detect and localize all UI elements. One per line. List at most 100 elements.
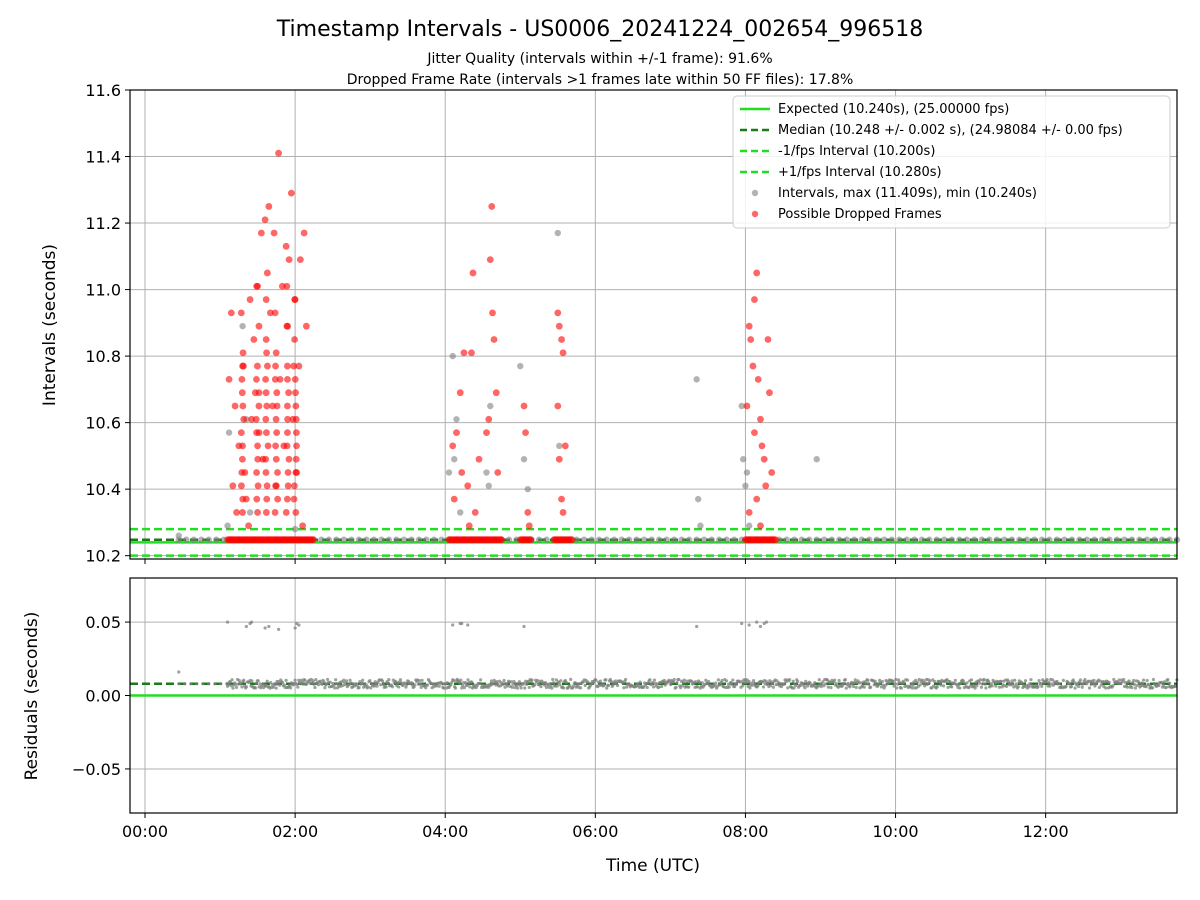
dropped-frame-point xyxy=(293,442,300,450)
residual-point xyxy=(322,680,326,684)
residuals-x-tick-label: 08:00 xyxy=(722,822,768,841)
dropped-frame-point xyxy=(262,336,270,343)
residual-point xyxy=(720,678,724,683)
legend-swatch-intervals xyxy=(751,189,759,197)
residuals-x-tick-label: 00:00 xyxy=(122,822,168,841)
residual-point xyxy=(369,686,373,690)
interval-point xyxy=(851,536,858,543)
residual-point xyxy=(278,683,282,687)
dropped-frame-point xyxy=(475,455,483,463)
dropped-frame-point xyxy=(299,522,307,530)
dropped-frame-point xyxy=(253,469,260,476)
residual-point xyxy=(843,678,848,682)
dropped-frame-point xyxy=(284,375,291,383)
dropped-frame-point xyxy=(772,536,779,544)
residual-point xyxy=(442,686,446,690)
residual-point xyxy=(451,623,455,627)
interval-point xyxy=(888,536,895,543)
residual-point xyxy=(1122,677,1126,682)
residual-point xyxy=(887,681,891,685)
dropped-frame-point xyxy=(285,256,293,264)
interval-point xyxy=(318,536,325,543)
residual-point xyxy=(833,678,837,682)
residual-point xyxy=(289,686,293,690)
dropped-frame-point xyxy=(238,375,246,383)
interval-point xyxy=(678,536,685,543)
dropped-frame-point xyxy=(250,336,258,343)
residual-point xyxy=(466,623,470,627)
residual-point xyxy=(844,686,848,690)
dropped-frame-point xyxy=(469,269,477,277)
residual-point xyxy=(1027,685,1031,689)
residual-point xyxy=(524,682,529,686)
residual-point xyxy=(727,685,731,689)
dropped-frame-point xyxy=(483,429,490,437)
interval-point xyxy=(408,536,415,543)
dropped-frame-point xyxy=(263,482,271,490)
residual-point xyxy=(533,683,537,687)
residual-point xyxy=(674,685,678,689)
dropped-frame-point xyxy=(253,375,260,383)
residual-point xyxy=(1135,683,1139,688)
interval-point xyxy=(603,536,610,543)
interval-point xyxy=(739,456,747,463)
dropped-frame-point xyxy=(291,482,298,490)
residual-point xyxy=(244,624,248,629)
residual-point xyxy=(866,678,870,683)
chart-subtitle-dropped: Dropped Frame Rate (intervals >1 frames … xyxy=(347,72,854,88)
dropped-frame-point xyxy=(757,415,764,423)
residual-point xyxy=(660,684,664,689)
residual-point xyxy=(263,626,267,630)
residual-point xyxy=(544,685,548,689)
residual-point xyxy=(1145,678,1149,683)
interval-point xyxy=(393,536,400,543)
dropped-frame-point xyxy=(490,336,498,343)
residual-point xyxy=(852,680,857,685)
residual-point xyxy=(254,681,258,686)
dropped-frame-point xyxy=(292,509,300,516)
residual-point xyxy=(274,686,278,690)
dropped-frame-point xyxy=(309,536,317,544)
dropped-frame-point xyxy=(239,349,247,357)
residual-point xyxy=(440,682,444,686)
residual-point xyxy=(642,685,646,689)
residual-point xyxy=(829,686,833,690)
legend-label-intervals: Intervals, max (11.409s), min (10.240s) xyxy=(778,186,1037,201)
residual-point xyxy=(731,678,735,682)
interval-point xyxy=(1001,536,1008,543)
interval-point xyxy=(700,536,708,543)
dropped-frame-point xyxy=(240,362,247,370)
dropped-frame-point xyxy=(758,442,766,450)
residual-point xyxy=(458,681,462,685)
residual-point xyxy=(267,624,271,629)
residual-point xyxy=(910,686,914,690)
residual-point xyxy=(460,686,464,690)
dropped-frame-point xyxy=(449,442,457,450)
residual-point xyxy=(468,685,472,689)
intervals-y-tick-label: 10.8 xyxy=(85,347,121,366)
residual-point xyxy=(895,686,899,690)
dropped-frame-point xyxy=(255,322,263,330)
residual-point xyxy=(808,681,812,685)
dropped-frame-point xyxy=(262,469,270,476)
interval-point xyxy=(971,536,978,543)
dropped-frame-point xyxy=(757,522,764,530)
residuals-x-tick-label: 12:00 xyxy=(1023,822,1069,841)
interval-point xyxy=(715,536,723,543)
residual-point xyxy=(696,685,700,689)
residual-point xyxy=(680,684,684,688)
interval-point xyxy=(873,536,880,543)
residual-point xyxy=(555,684,559,688)
dropped-frame-point xyxy=(465,522,473,530)
dropped-frame-point xyxy=(225,375,233,383)
residual-point xyxy=(320,682,324,686)
residual-point xyxy=(312,682,316,686)
dropped-frame-point xyxy=(274,469,281,476)
dropped-frame-point xyxy=(554,402,562,410)
residual-point xyxy=(425,683,430,687)
dropped-frame-point xyxy=(747,336,755,343)
dropped-frame-point xyxy=(568,536,576,544)
interval-point xyxy=(325,536,333,543)
dropped-frame-point xyxy=(284,402,291,410)
